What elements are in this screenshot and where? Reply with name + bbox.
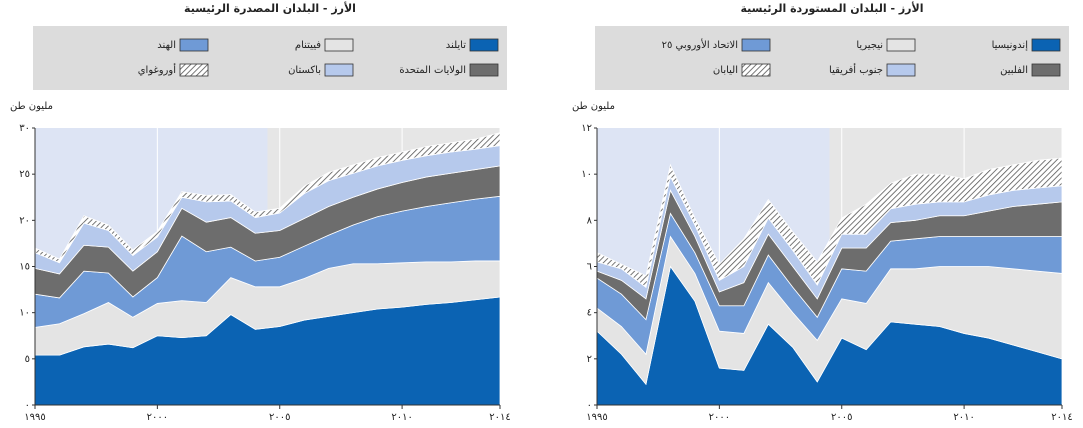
y-tick-label: ٨ (587, 215, 593, 226)
legend-label: نيجيريا (856, 40, 883, 51)
x-tick-label: ١٩٩٥ (586, 412, 607, 423)
legend-label: اليابان (713, 65, 738, 76)
legend-swatch (1031, 63, 1061, 77)
area (34, 132, 501, 264)
legend-label: الاتحاد الأوروبي ٢٥ (662, 38, 738, 51)
x-tick-label: ٢٠١٤ (489, 412, 510, 423)
legend-label: الفلبين (1000, 65, 1028, 76)
legend-label: باكستان (288, 65, 321, 76)
legend-swatch (886, 63, 916, 77)
y-tick-label: ٢٥ (19, 169, 30, 180)
legend-swatch (741, 63, 771, 77)
legend-swatch (324, 38, 354, 52)
y-tick-label: ١٠ (19, 308, 30, 319)
legend-label: إندونيسيا (992, 40, 1029, 51)
legend-swatch (886, 38, 916, 52)
chart-panel: الأرز - البلدان المصدرة الرئيسية تايلند في… (10, 1, 511, 423)
legend-swatch (179, 63, 209, 77)
y-axis-label: مليون طن (10, 101, 53, 112)
legend-label: الولايات المتحدة (399, 65, 466, 76)
chart-title: الأرز - البلدان المستوردة الرئيسية (741, 1, 924, 15)
y-tick-label: ١٠ (581, 169, 592, 180)
x-tick-label: ٢٠٠٠ (709, 412, 730, 423)
legend-box (595, 26, 1069, 90)
y-tick-label: ٣٠ (19, 123, 30, 134)
legend-swatch (324, 63, 354, 77)
y-tick-label: ٢٠ (19, 215, 30, 226)
legend-swatch (179, 38, 209, 52)
legend-label: الهند (157, 40, 176, 51)
x-tick-label: ٢٠٠٥ (831, 412, 852, 423)
y-tick-label: ٠ (587, 400, 592, 411)
y-tick-label: ١٥ (19, 262, 30, 273)
legend-swatch (741, 38, 771, 52)
legend-box (33, 26, 507, 90)
legend-label: فييتنام (295, 40, 321, 51)
legend-label: جنوب أفريقيا (829, 63, 883, 76)
y-tick-label: ٥ (25, 354, 30, 365)
y-tick-label: ١٢ (581, 123, 592, 134)
x-tick-label: ٢٠٠٠ (147, 412, 168, 423)
legend-label: أوروغواي (138, 63, 176, 76)
x-tick-label: ٢٠١٠ (953, 412, 974, 423)
y-tick-label: ٦ (587, 262, 592, 273)
x-tick-label: ٢٠١٠ (391, 412, 412, 423)
x-tick-label: ١٩٩٥ (24, 412, 45, 423)
legend-swatch (469, 63, 499, 77)
y-tick-label: ٠ (25, 400, 30, 411)
legend-label: تايلند (446, 40, 466, 51)
y-tick-label: ٤ (587, 308, 592, 319)
chart-panel: الأرز - البلدان المستوردة الرئيسية إندوني… (572, 1, 1073, 423)
area (596, 157, 1063, 288)
x-tick-label: ٢٠١٤ (1051, 412, 1072, 423)
x-tick-label: ٢٠٠٥ (269, 412, 290, 423)
legend-swatch (469, 38, 499, 52)
chart-title: الأرز - البلدان المصدرة الرئيسية (184, 1, 356, 15)
y-axis-label: مليون طن (572, 101, 615, 112)
legend-swatch (1031, 38, 1061, 52)
y-tick-label: ٢ (587, 354, 592, 365)
